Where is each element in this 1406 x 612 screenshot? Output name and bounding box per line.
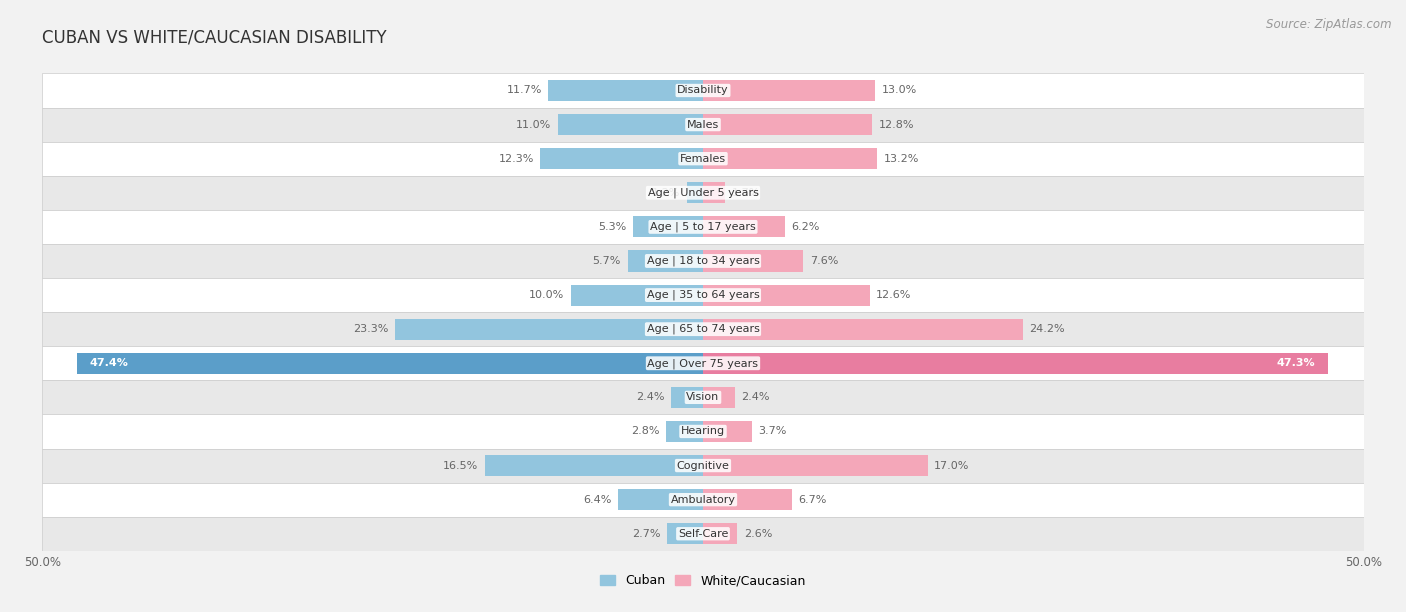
Bar <box>42 517 1364 551</box>
Bar <box>703 319 1022 340</box>
Text: Age | 65 to 74 years: Age | 65 to 74 years <box>647 324 759 334</box>
Text: 1.7%: 1.7% <box>733 188 761 198</box>
Text: 47.4%: 47.4% <box>90 358 128 368</box>
Text: 13.2%: 13.2% <box>884 154 920 163</box>
Text: 5.3%: 5.3% <box>598 222 626 232</box>
Text: Self-Care: Self-Care <box>678 529 728 539</box>
Text: Source: ZipAtlas.com: Source: ZipAtlas.com <box>1267 18 1392 31</box>
Bar <box>571 285 703 305</box>
Text: 2.8%: 2.8% <box>631 427 659 436</box>
Bar <box>703 250 803 272</box>
Text: Females: Females <box>681 154 725 163</box>
Text: 47.3%: 47.3% <box>1277 358 1315 368</box>
Text: Age | 35 to 64 years: Age | 35 to 64 years <box>647 290 759 300</box>
Text: Age | Over 75 years: Age | Over 75 years <box>648 358 758 368</box>
Text: Males: Males <box>688 119 718 130</box>
Text: Vision: Vision <box>686 392 720 402</box>
Bar <box>703 148 877 170</box>
Text: 16.5%: 16.5% <box>443 461 478 471</box>
Bar <box>42 278 1364 312</box>
Bar <box>485 455 703 476</box>
Text: 12.6%: 12.6% <box>876 290 911 300</box>
Text: 17.0%: 17.0% <box>934 461 970 471</box>
Bar <box>627 250 703 272</box>
Text: 6.2%: 6.2% <box>792 222 820 232</box>
Text: 23.3%: 23.3% <box>353 324 388 334</box>
Text: 6.4%: 6.4% <box>583 494 612 505</box>
Bar <box>76 353 703 374</box>
Text: 5.7%: 5.7% <box>593 256 621 266</box>
Bar <box>703 285 869 305</box>
Bar <box>703 387 735 408</box>
Bar <box>395 319 703 340</box>
Bar <box>42 346 1364 380</box>
Text: Hearing: Hearing <box>681 427 725 436</box>
Text: Age | Under 5 years: Age | Under 5 years <box>648 187 758 198</box>
Text: 2.7%: 2.7% <box>633 529 661 539</box>
Bar <box>548 80 703 101</box>
Text: 2.4%: 2.4% <box>741 392 770 402</box>
Bar <box>703 182 725 203</box>
Bar <box>42 73 1364 108</box>
Text: 24.2%: 24.2% <box>1029 324 1066 334</box>
Bar <box>703 114 872 135</box>
Bar <box>703 455 928 476</box>
Bar <box>42 176 1364 210</box>
Bar <box>703 80 875 101</box>
Text: CUBAN VS WHITE/CAUCASIAN DISABILITY: CUBAN VS WHITE/CAUCASIAN DISABILITY <box>42 28 387 46</box>
Text: 12.8%: 12.8% <box>879 119 914 130</box>
Text: 10.0%: 10.0% <box>529 290 564 300</box>
Bar <box>666 421 703 442</box>
Bar <box>703 523 737 544</box>
Bar <box>42 449 1364 483</box>
Bar <box>703 353 1329 374</box>
Text: 7.6%: 7.6% <box>810 256 838 266</box>
Bar <box>688 182 703 203</box>
Bar <box>671 387 703 408</box>
Text: 6.7%: 6.7% <box>799 494 827 505</box>
Bar <box>668 523 703 544</box>
Text: 11.7%: 11.7% <box>506 86 541 95</box>
Bar <box>619 489 703 510</box>
Bar <box>633 216 703 237</box>
Text: Ambulatory: Ambulatory <box>671 494 735 505</box>
Text: 1.2%: 1.2% <box>652 188 681 198</box>
Text: 2.4%: 2.4% <box>636 392 665 402</box>
Bar <box>703 421 752 442</box>
Bar <box>558 114 703 135</box>
Text: 11.0%: 11.0% <box>516 119 551 130</box>
Bar <box>703 216 785 237</box>
Bar <box>42 108 1364 141</box>
Bar <box>42 414 1364 449</box>
Legend: Cuban, White/Caucasian: Cuban, White/Caucasian <box>595 569 811 592</box>
Text: 13.0%: 13.0% <box>882 86 917 95</box>
Text: 2.6%: 2.6% <box>744 529 772 539</box>
Text: Age | 18 to 34 years: Age | 18 to 34 years <box>647 256 759 266</box>
Text: Age | 5 to 17 years: Age | 5 to 17 years <box>650 222 756 232</box>
Text: 12.3%: 12.3% <box>499 154 534 163</box>
Bar <box>42 210 1364 244</box>
Text: 3.7%: 3.7% <box>758 427 787 436</box>
Bar <box>703 489 792 510</box>
Bar <box>540 148 703 170</box>
Bar <box>42 141 1364 176</box>
Bar <box>42 380 1364 414</box>
Text: Cognitive: Cognitive <box>676 461 730 471</box>
Text: Disability: Disability <box>678 86 728 95</box>
Bar <box>42 483 1364 517</box>
Bar <box>42 312 1364 346</box>
Bar <box>42 244 1364 278</box>
